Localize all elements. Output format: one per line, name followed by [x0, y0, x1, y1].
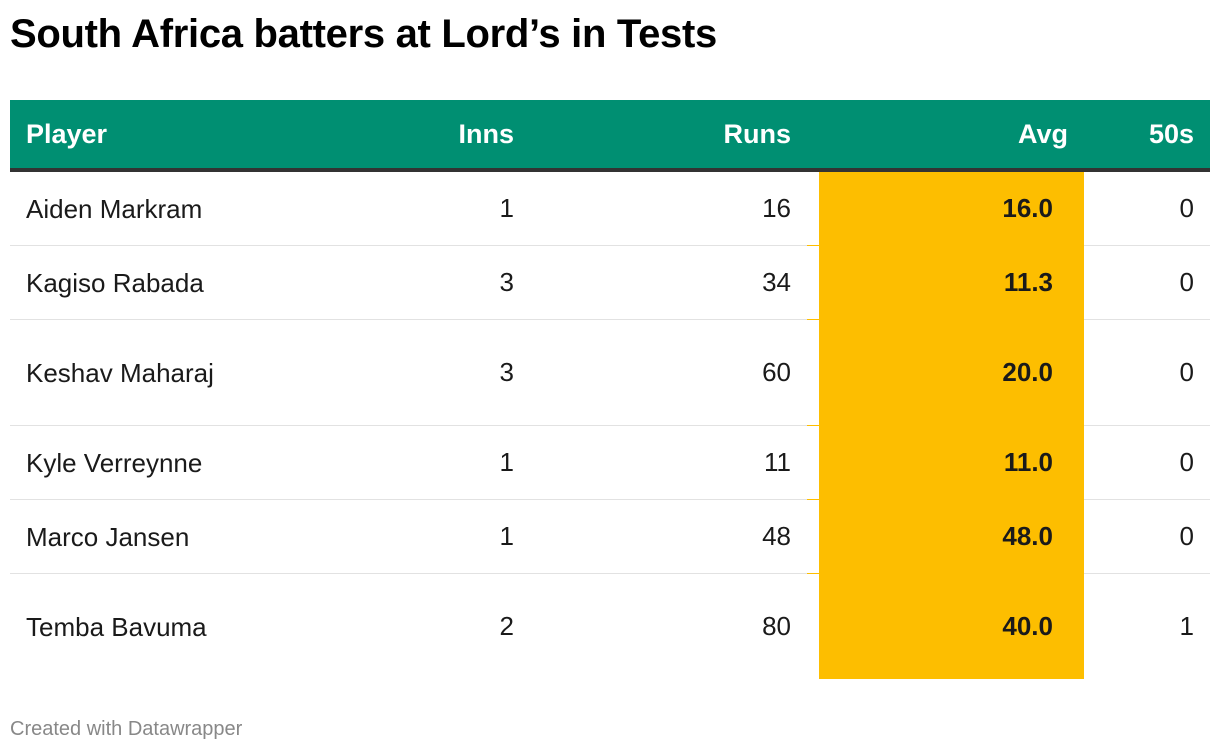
cell-runs: 11 [530, 425, 807, 500]
cell-inns: 3 [255, 319, 530, 426]
table-row: Kyle Verreynne 1 11 11.0 0 [10, 425, 1210, 500]
cell-inns: 1 [255, 499, 530, 574]
cell-50s: 0 [1084, 245, 1210, 320]
cell-runs: 60 [530, 319, 807, 426]
cell-inns: 3 [255, 245, 530, 320]
header-row: Player Inns Runs Avg 50s [10, 100, 1210, 172]
cell-player: Kagiso Rabada [10, 245, 255, 320]
table-header: Player Inns Runs Avg 50s [10, 100, 1210, 172]
cell-player: Aiden Markram [10, 170, 255, 246]
cell-inns: 1 [255, 425, 530, 500]
cell-player: Keshav Maharaj [10, 319, 255, 426]
cell-avg: 11.0 [807, 425, 1084, 500]
data-table: Player Inns Runs Avg 50s Aiden Markram 1… [10, 100, 1210, 679]
column-header-avg[interactable]: Avg [807, 100, 1084, 172]
cell-avg: 11.3 [807, 245, 1084, 320]
cell-inns: 2 [499, 611, 514, 641]
cell-player: Marco Jansen [10, 499, 255, 574]
cell-50s: 1 [1179, 611, 1194, 641]
table-row: Kagiso Rabada 3 34 11.3 0 [10, 245, 1210, 320]
footer-credit[interactable]: Created with Datawrapper [10, 718, 243, 740]
table-row: Aiden Markram 1 16 16.0 0 [10, 170, 1210, 246]
table-row: Marco Jansen 1 48 48.0 0 [10, 499, 1210, 574]
cell-runs: 16 [530, 170, 807, 246]
cell-runs: 48 [530, 499, 807, 574]
cell-inns: 1 [255, 170, 530, 246]
cell-50s: 0 [1084, 170, 1210, 246]
column-header-50s[interactable]: 50s [1084, 100, 1210, 172]
cell-runs: 34 [530, 245, 807, 320]
cell-runs: 80 [762, 611, 791, 641]
cell-50s: 0 [1084, 499, 1210, 574]
column-header-runs[interactable]: Runs [530, 100, 807, 172]
table-row: Keshav Maharaj 3 60 20.0 0 [10, 319, 1210, 426]
chart-title: South Africa batters at Lord’s in Tests [10, 12, 717, 56]
cell-player: Kyle Verreynne [10, 425, 255, 500]
cell-player: Temba Bavuma [26, 611, 207, 642]
table-row: Temba Bavuma 2 80 40.0 1 [10, 573, 1210, 679]
cell-50s: 0 [1084, 425, 1210, 500]
cell-50s: 0 [1084, 319, 1210, 426]
cell-avg: 16.0 [807, 170, 1084, 246]
data-table-container: Player Inns Runs Avg 50s Aiden Markram 1… [10, 100, 1210, 679]
cell-avg: 40.0 [807, 573, 1084, 679]
column-header-inns[interactable]: Inns [255, 100, 530, 172]
cell-avg: 48.0 [807, 499, 1084, 574]
table-body: Aiden Markram 1 16 16.0 0 Kagiso Rabada … [10, 170, 1210, 679]
cell-avg: 20.0 [807, 319, 1084, 426]
column-header-player[interactable]: Player [10, 100, 255, 172]
